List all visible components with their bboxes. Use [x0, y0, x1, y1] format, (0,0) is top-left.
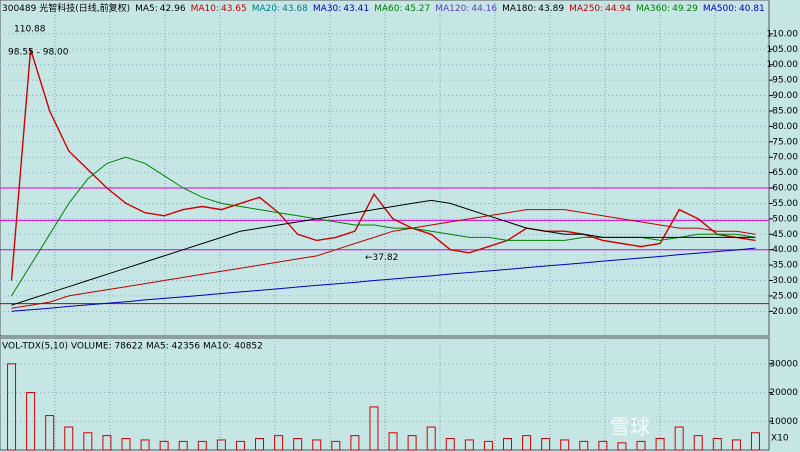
y-tick-label: 10000	[769, 417, 798, 427]
y-tick-label: 20.00	[772, 307, 798, 317]
header-label: MA20:	[252, 4, 280, 14]
y-tick-label: 80.00	[772, 122, 798, 132]
volume-bar	[674, 426, 684, 451]
price-line	[11, 209, 756, 309]
watermark: 雪球	[610, 415, 650, 439]
y-tick-label: 40.00	[772, 245, 798, 255]
volume-bar	[274, 435, 284, 451]
volume-bar	[121, 438, 131, 451]
y-tick-label: 45.00	[772, 230, 798, 240]
volume-bar	[293, 438, 303, 451]
y-tick-label: 35.00	[772, 261, 798, 271]
volume-bar	[655, 438, 665, 451]
volume-bar	[579, 440, 589, 451]
header-label: MA180:	[502, 4, 536, 14]
y-tick-label: 65.00	[772, 168, 798, 178]
volume-bar	[636, 440, 646, 451]
volume-bar	[178, 440, 188, 451]
volume-bar	[464, 439, 474, 451]
header-value: 44.16	[471, 4, 497, 14]
y-tick-label: 30.00	[772, 276, 798, 286]
volume-bar	[541, 438, 551, 451]
y-tick-label: 105.00	[767, 45, 799, 55]
y-tick-label: 50.00	[772, 214, 798, 224]
header-label: MA360:	[636, 4, 670, 14]
header-value: 43.65	[221, 4, 247, 14]
volume-bar	[617, 442, 627, 451]
y-tick-label: 100.00	[767, 60, 799, 70]
y-tick-label: 85.00	[772, 106, 798, 116]
y-tick-label: 95.00	[772, 76, 798, 86]
volume-bar	[197, 440, 207, 451]
volume-bar	[731, 439, 741, 451]
volume-bar	[350, 435, 360, 451]
volume-bar	[407, 435, 417, 451]
volume-bar	[7, 363, 17, 451]
header-value: 45.27	[404, 4, 430, 14]
volume-panel	[0, 337, 770, 451]
header-label: MA500:	[703, 4, 737, 14]
volume-bar	[83, 432, 93, 451]
volume-bar	[483, 440, 493, 451]
header-value: 44.94	[605, 4, 631, 14]
y-tick-label: 20000	[769, 388, 798, 398]
volume-bar	[140, 439, 150, 451]
header-label: 300489 光智科技(日线,前复权)	[2, 2, 130, 14]
volume-bar	[64, 426, 74, 451]
volume-bar	[712, 438, 722, 451]
volume-bar	[159, 440, 169, 451]
volume-bar	[102, 435, 112, 451]
header-value: 40.81	[739, 4, 765, 14]
header: 300489 光智科技(日线,前复权) MA5: 42.96 MA10: 43.65 MA…	[2, 2, 765, 14]
volume-bar	[388, 432, 398, 451]
header-label: MA60:	[374, 4, 402, 14]
annotation: 98.55 - 98.00	[8, 48, 69, 58]
header-label: MA120:	[435, 4, 469, 14]
volume-bar	[45, 415, 55, 451]
price-line	[10, 49, 756, 281]
price-line	[11, 199, 756, 306]
y-tick-label: 55.00	[772, 199, 798, 209]
y-tick-label: 75.00	[772, 137, 798, 147]
volume-bar	[598, 440, 608, 451]
header-value: 43.41	[343, 4, 369, 14]
header-value: 42.96	[160, 4, 186, 14]
scale-note: X10	[771, 434, 789, 444]
volume-bar	[26, 392, 36, 451]
volume-bar	[255, 438, 265, 451]
volume-bar	[331, 440, 341, 451]
y-tick-label: 70.00	[772, 153, 798, 163]
y-tick-label: 110.00	[767, 29, 799, 39]
price-line	[11, 156, 756, 297]
annotation: 110.88	[14, 25, 46, 35]
price-panel	[0, 0, 770, 337]
volume-bar	[426, 426, 436, 451]
header-value: 49.29	[672, 4, 698, 14]
volume-title: VOL-TDX(5,10) VOLUME: 78622 MA5: 42356 M…	[2, 342, 263, 352]
header-label: MA5:	[135, 4, 158, 14]
header-label: MA10:	[191, 4, 219, 14]
y-tick-label: 60.00	[772, 184, 798, 194]
header-label: MA30:	[313, 4, 341, 14]
header-label: MA250:	[569, 4, 603, 14]
y-tick-label: 25.00	[772, 291, 798, 301]
volume-bar	[235, 440, 245, 451]
volume-bar	[445, 438, 455, 451]
header-value: 43.89	[538, 4, 564, 14]
volume-bar	[312, 439, 322, 451]
vertical-grid	[54, 0, 716, 450]
volume-bar	[216, 439, 226, 451]
volume-bar	[750, 432, 760, 451]
volume-bar	[369, 406, 379, 451]
y-tick-label: 30000	[769, 359, 798, 369]
volume-bar	[560, 439, 570, 451]
volume-bar	[693, 435, 703, 451]
volume-bar	[502, 438, 512, 451]
price-line	[11, 247, 756, 312]
annotation: ←37.82	[365, 253, 398, 263]
header-value: 43.68	[282, 4, 308, 14]
y-tick-label: 90.00	[772, 91, 798, 101]
volume-bar	[522, 435, 532, 451]
